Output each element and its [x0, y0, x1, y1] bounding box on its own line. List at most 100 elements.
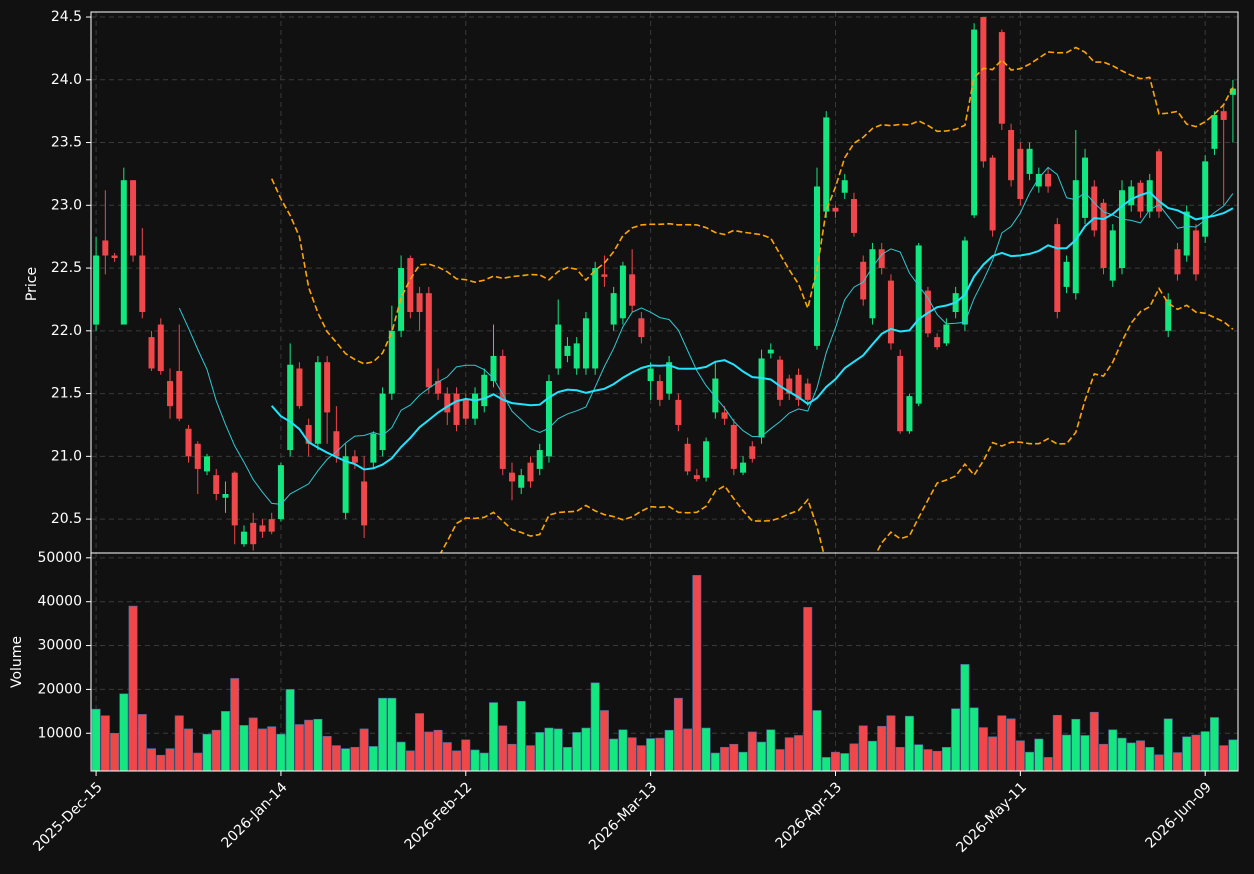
- volume-bar: [405, 750, 415, 772]
- candle-body: [647, 368, 654, 382]
- candle-body: [961, 240, 968, 325]
- y-tick-label: 23.5: [51, 135, 82, 151]
- volume-bar: [359, 728, 369, 772]
- candle-body: [1054, 224, 1061, 312]
- volume-bar: [211, 729, 221, 772]
- candle-body: [545, 381, 552, 457]
- candle-body: [314, 362, 321, 444]
- candle-body: [490, 355, 497, 382]
- candle-body: [499, 355, 506, 469]
- candle-body: [1229, 88, 1236, 95]
- candle-body: [1063, 261, 1070, 287]
- volume-bar: [1080, 735, 1090, 772]
- candle-body: [1128, 186, 1135, 206]
- price-panel: [93, 17, 1236, 553]
- volume-bar: [914, 744, 924, 772]
- volume-tick-label: 50000: [37, 550, 82, 566]
- volume-bar: [775, 749, 785, 772]
- candle-body: [444, 393, 451, 413]
- volume-bar: [294, 724, 304, 772]
- volume-bar: [683, 728, 693, 772]
- volume-bar: [239, 725, 249, 772]
- candle-body: [795, 374, 802, 400]
- volume-bar: [1126, 742, 1136, 772]
- volume-bar: [257, 728, 267, 772]
- candle-body: [638, 318, 645, 338]
- volume-bar: [840, 753, 850, 772]
- volume-bar: [147, 748, 156, 772]
- volume-bar: [267, 726, 277, 772]
- candle-body: [601, 274, 608, 277]
- candle-body: [943, 324, 950, 344]
- y-axis-label: Price: [24, 267, 40, 301]
- volume-bar: [960, 664, 970, 772]
- candle-body: [767, 349, 774, 354]
- candle-body: [850, 199, 857, 233]
- volume-bar: [1071, 718, 1081, 772]
- candle-body: [832, 207, 839, 212]
- candle-body: [93, 255, 100, 325]
- candle-body: [435, 381, 442, 394]
- volume-bar: [572, 732, 582, 772]
- volume-bar: [368, 746, 378, 772]
- candle-body: [277, 465, 284, 520]
- volume-bar: [1154, 754, 1164, 772]
- volume-bar: [747, 731, 757, 772]
- volume-frame: [90, 552, 1239, 772]
- volume-bar: [1099, 743, 1108, 772]
- y-tick-label: 24.5: [51, 9, 82, 25]
- candle-body: [703, 441, 710, 478]
- volume-bar: [276, 733, 286, 772]
- candle-body: [333, 431, 340, 457]
- candle-body: [213, 475, 220, 495]
- volume-bar: [100, 715, 110, 772]
- volume-bar: [997, 715, 1007, 772]
- candle-body: [980, 17, 987, 162]
- volume-bar: [646, 738, 656, 772]
- volume-bar: [452, 750, 462, 772]
- candle-body: [287, 364, 294, 451]
- candle-body: [194, 443, 201, 469]
- candle-body: [268, 519, 275, 532]
- volume-bar: [1006, 718, 1016, 772]
- candle-body: [416, 293, 423, 312]
- candle-body: [324, 362, 331, 413]
- candle-body: [361, 481, 368, 526]
- volume-bar: [461, 739, 471, 772]
- candle-body: [388, 330, 395, 394]
- candle-body: [712, 378, 719, 413]
- candle-body: [860, 261, 867, 300]
- candle-body: [1202, 161, 1209, 237]
- volume-bar: [1182, 736, 1192, 772]
- volume-bar: [849, 743, 859, 772]
- grid: [91, 12, 1238, 771]
- volume-bar: [877, 725, 887, 772]
- candle-body: [167, 381, 174, 407]
- volume-bar: [655, 737, 665, 772]
- candle-body: [536, 450, 543, 469]
- candle-body: [1165, 299, 1172, 331]
- volume-bar: [886, 715, 896, 772]
- y-tick-label: 22.5: [51, 260, 82, 276]
- bollinger-band: [270, 46, 1234, 365]
- candle-body: [157, 324, 164, 371]
- volume-bar: [1062, 734, 1072, 772]
- volume-bar: [701, 727, 711, 772]
- candle-body: [185, 428, 192, 457]
- volume-bar: [110, 732, 120, 772]
- volume-bar: [498, 725, 508, 772]
- candle-body: [148, 337, 155, 369]
- volume-bar: [442, 742, 452, 772]
- volume-bar: [313, 718, 323, 772]
- volume-bar: [710, 752, 720, 772]
- y-tick-label: 22.0: [51, 323, 82, 339]
- volume-bar: [202, 733, 212, 772]
- candle-body: [176, 370, 183, 419]
- volume-bar: [553, 728, 563, 772]
- candle-body: [693, 475, 700, 479]
- candle-body: [1183, 211, 1190, 256]
- candle-body: [1017, 148, 1024, 200]
- volume-bar: [720, 747, 730, 772]
- candle-body: [878, 249, 885, 269]
